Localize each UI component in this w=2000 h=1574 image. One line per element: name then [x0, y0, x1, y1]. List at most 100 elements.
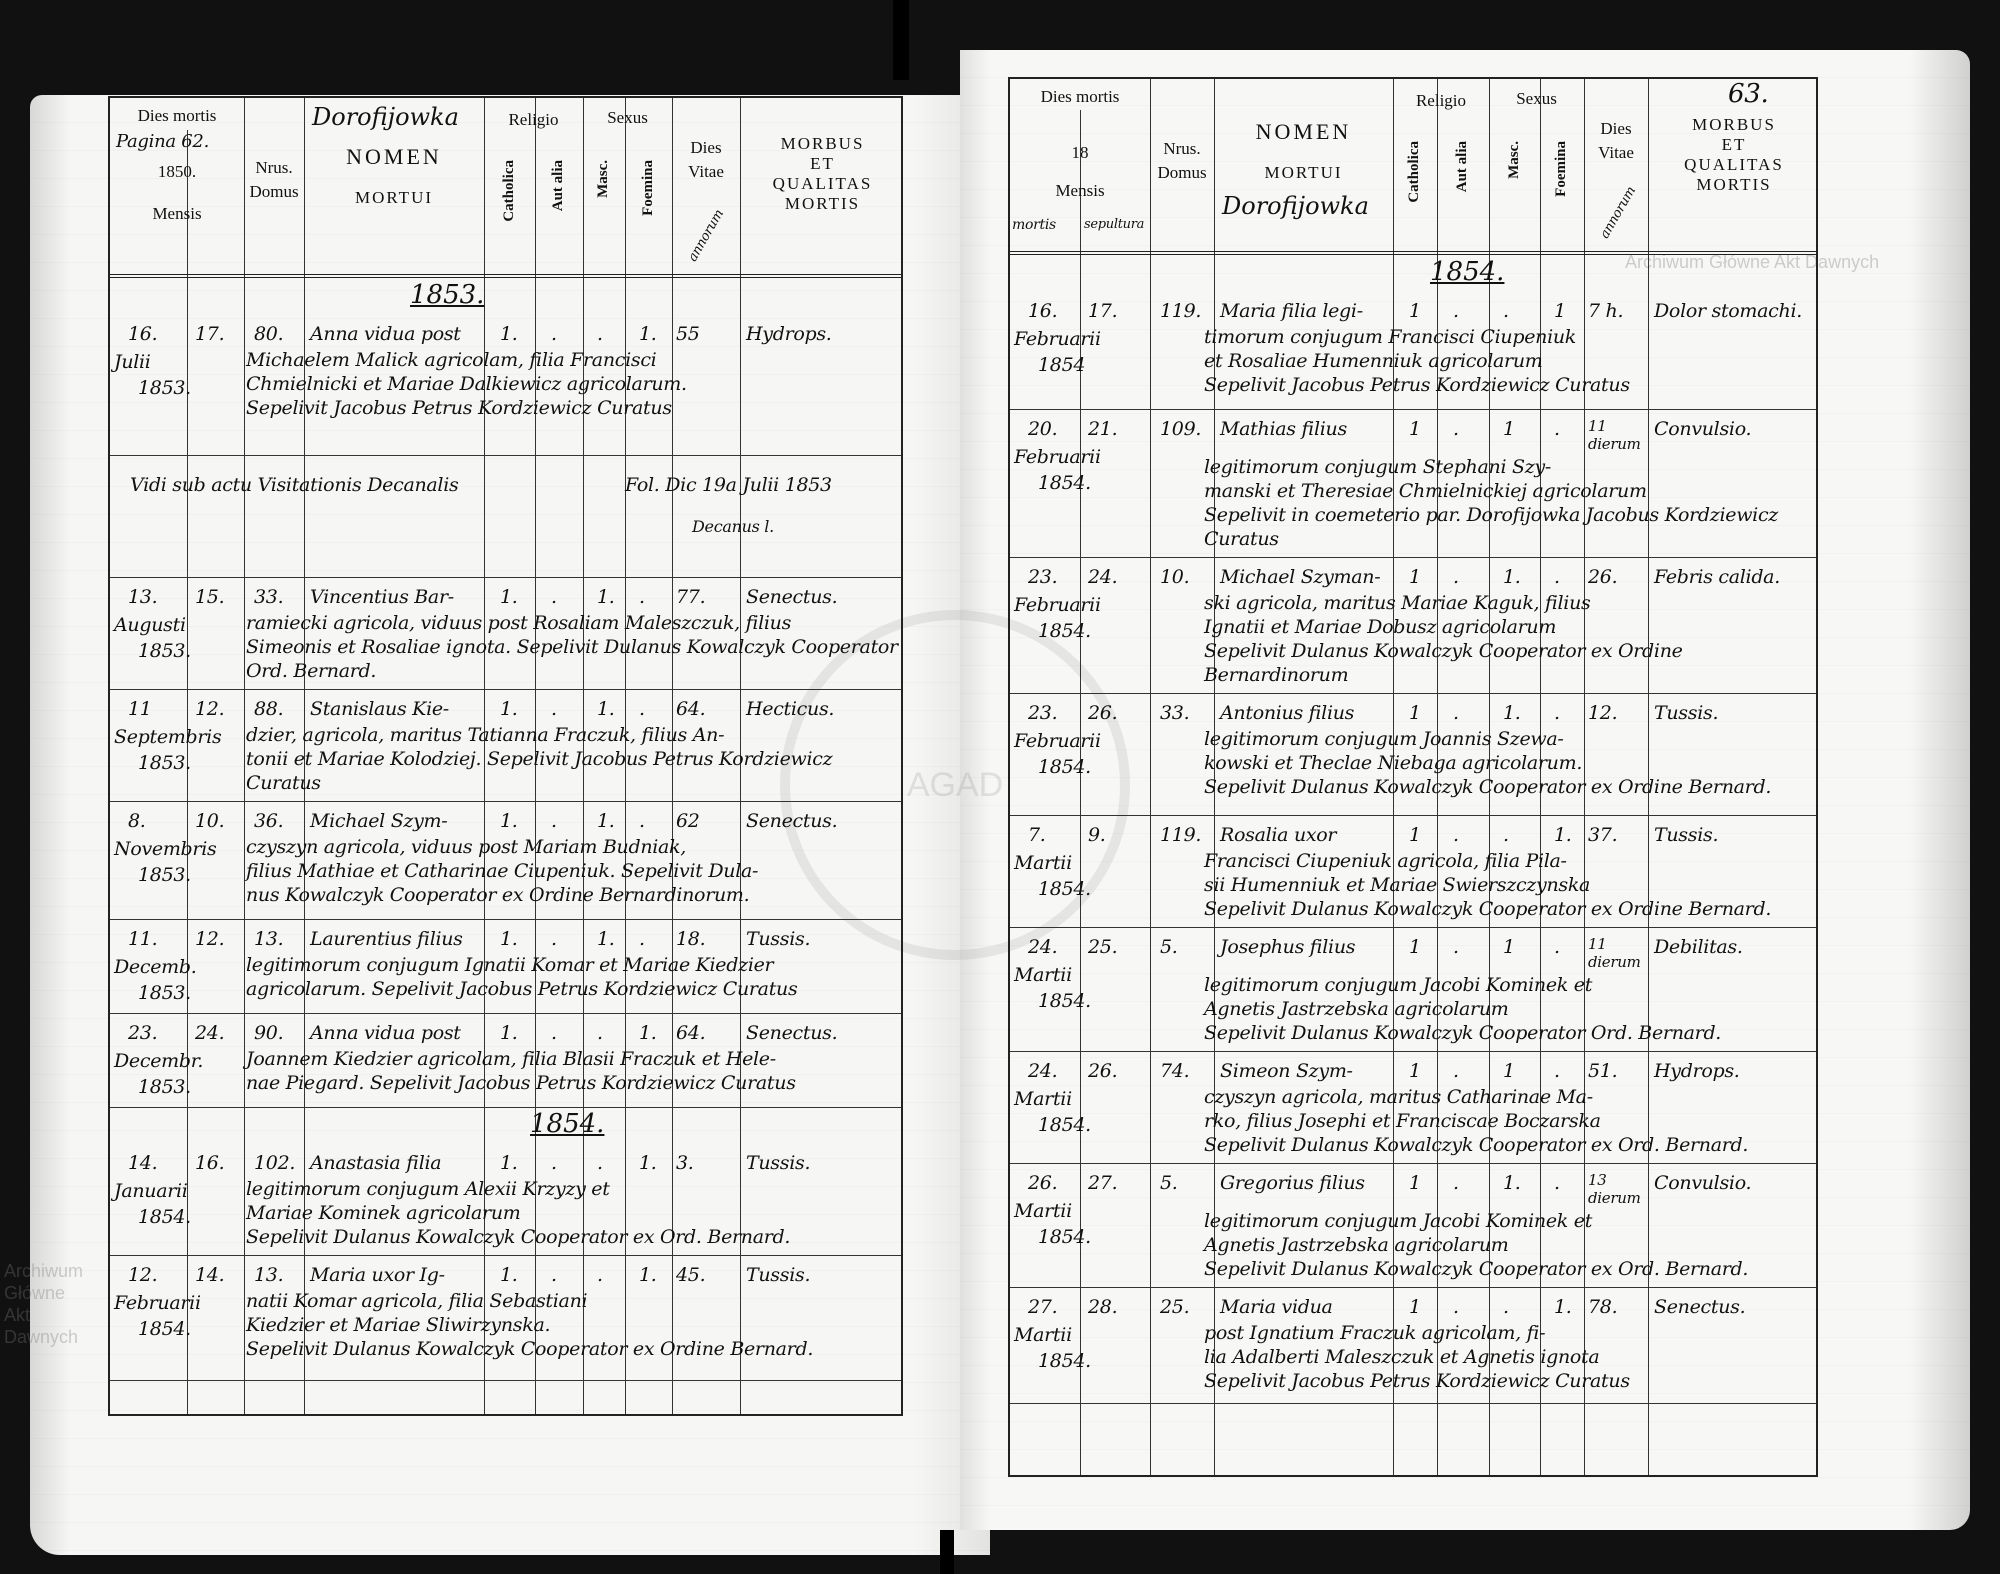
death-day: 8. — [128, 810, 146, 832]
column-divider — [535, 98, 536, 1414]
register-entry: 20. 21. Februarii 1854. 109. Mathias filius 1.… — [1010, 409, 1816, 558]
entry-text-line: dzier, agricola, maritus Tatianna Fraczu… — [246, 724, 725, 746]
entry-text-line: et Rosaliae Humenniuk agricolarum — [1204, 350, 1543, 372]
entry-text-line: Francisci Ciupeniuk agricola, filia Pila… — [1204, 850, 1567, 872]
dies-vitae-value: 62 — [676, 810, 700, 832]
house-number: 119. — [1160, 300, 1202, 322]
entry-text-line: Josephus filius — [1220, 936, 1356, 958]
dies-vitae-value: 55 — [676, 323, 700, 345]
entry-text-line: Sepelivit Dulanus Kowalczyk Cooperator e… — [1204, 898, 1772, 920]
entry-text-line: Joannem Kiedzier agricolam, filia Blasii… — [246, 1048, 776, 1070]
entry-text-block: post Ignatium Fraczuk agricolam, fi-lia … — [1204, 1321, 1814, 1393]
death-year: 1854. — [1038, 878, 1091, 900]
death-day: 13. — [128, 586, 158, 608]
register-entry: 23. 26. Februarii 1854. 33. Antonius filius 1.… — [1010, 693, 1816, 816]
right-register-table: Dies mortis 18 Mensis mortis sepultura 63. Nru… — [1008, 77, 1818, 1477]
entry-text-line: Sepelivit Jacobus Petrus Kordziewicz Cur… — [1204, 374, 1630, 396]
entry-text-line: Michaelem Malick agricolam, filia Franci… — [246, 349, 657, 371]
morbus-value: Tussis. — [1654, 824, 1719, 846]
masc-mark: 1. — [1503, 1172, 1521, 1194]
masc-mark: 1. — [597, 586, 615, 608]
dies-vitae-value: 64. — [676, 698, 706, 720]
foemina-mark: 1. — [1554, 824, 1572, 846]
entry-text-line: filius Mathiae et Catharinae Ciupeniuk. … — [246, 860, 759, 882]
dies-vitae-label: Dies — [690, 138, 722, 157]
column-divider — [304, 98, 305, 1414]
catholica-mark: 1. — [500, 323, 518, 345]
masc-mark: 1 — [1503, 418, 1515, 440]
death-year: 1854. — [1038, 1226, 1091, 1248]
death-year: 1854. — [138, 1318, 191, 1340]
catholica-mark: 1. — [500, 1264, 518, 1286]
house-number: 88. — [254, 698, 284, 720]
religio-label: Religio — [508, 110, 559, 129]
mortui-label: MORTUI — [1264, 163, 1343, 182]
house-number: 36. — [254, 810, 284, 832]
entry-text-line: natii Komar agricola, filia Sebastiani — [246, 1290, 588, 1312]
death-year: 1853. — [138, 377, 191, 399]
burial-day: 16. — [195, 1152, 225, 1174]
death-day: 23. — [1028, 566, 1058, 588]
morbus-value: Hecticus. — [746, 698, 835, 720]
morbus-value: Senectus. — [1654, 1296, 1746, 1318]
entry-text-line: Rosalia uxor — [1220, 824, 1337, 846]
mortis-label: MORTIS — [784, 194, 861, 213]
aut-alia-label: Aut alia — [550, 160, 566, 212]
foemina-mark: . — [1554, 1172, 1560, 1194]
catholica-mark: 1. — [500, 586, 518, 608]
death-year: 1854. — [1038, 1350, 1091, 1372]
death-month: Martii — [1014, 1200, 1072, 1222]
register-entry: 14. 16. Januarii 1854. 102. Anastasia filia 1.… — [110, 1143, 901, 1256]
domus-label: Domus — [249, 182, 299, 201]
catholica-mark: 1 — [1409, 1296, 1421, 1318]
entry-text-line: Sepelivit Jacobus Petrus Kordziewicz Cur… — [246, 397, 672, 419]
foemina-mark: . — [1554, 936, 1560, 958]
qualitas-label: QUALITAS — [1684, 155, 1784, 174]
foemina-mark: . — [1554, 1060, 1560, 1082]
entry-text-block: Francisci Ciupeniuk agricola, filia Pila… — [1204, 849, 1814, 921]
entry-text-block: czyszyn agricola, viduus post Mariam Bud… — [246, 835, 899, 907]
entry-text-line: Mariae Kominek agricolarum — [246, 1202, 521, 1224]
dies-vitae-value: 37. — [1588, 824, 1618, 846]
entry-text-line: Sepelivit Jacobus Petrus Kordziewicz Cur… — [1204, 1370, 1630, 1392]
burial-day: 14. — [195, 1264, 225, 1286]
aut-alia-mark: . — [1453, 1296, 1459, 1318]
catholica-mark: 1 — [1409, 702, 1421, 724]
death-month: Novembris — [114, 838, 217, 860]
aut-alia-mark: . — [551, 810, 557, 832]
morbus-value: Tussis. — [746, 928, 811, 950]
register-entry: 27. 28. Martii 1854. 25. Maria vidua 1.. 1. 78. S… — [1010, 1287, 1816, 1404]
entry-text-block: Joannem Kiedzier agricolam, filia Blasii… — [246, 1047, 899, 1095]
register-entry: 11. 12. Decemb. 1853. 13. Laurentius filius 1.… — [110, 919, 901, 1014]
death-year: 1853. — [138, 640, 191, 662]
entry-text-line: manski et Theresiae Chmielnickiej agrico… — [1204, 480, 1647, 502]
left-register-table: Dies mortis Pagina 62. 1850. Mensis Nrus. Dom… — [108, 96, 903, 1416]
death-year: 1854 — [1038, 354, 1086, 376]
dies-vitae-value: 7 h. — [1588, 300, 1624, 322]
entry-text-line: rko, filius Josephi et Franciscae Boczar… — [1204, 1110, 1601, 1132]
catholica-label: Catholica — [500, 160, 517, 222]
morbus-value: Febris calida. — [1654, 566, 1780, 588]
column-divider — [1393, 79, 1394, 1475]
burial-day: 21. — [1088, 418, 1118, 440]
column-divider — [1540, 79, 1541, 1475]
morbus-value: Dolor stomachi. — [1654, 300, 1802, 322]
dies-vitae-value: 18. — [676, 928, 706, 950]
death-day: 23. — [128, 1022, 158, 1044]
entry-text-line: lia Adalberti Maleszczuk et Agnetis igno… — [1204, 1346, 1600, 1368]
death-month: Januarii — [114, 1180, 188, 1202]
entry-text-block: dzier, agricola, maritus Tatianna Fraczu… — [246, 723, 899, 795]
aut-alia-mark: . — [1453, 1172, 1459, 1194]
column-divider — [583, 98, 584, 1414]
catholica-mark: 1 — [1409, 936, 1421, 958]
entry-text-line: Mathias filius — [1220, 418, 1347, 440]
house-number: 74. — [1160, 1060, 1190, 1082]
aut-alia-mark: . — [1453, 300, 1459, 322]
entry-text-line: legitimorum conjugum Alexii Krzyzy et — [246, 1178, 610, 1200]
mortui-label: MORTUI — [354, 188, 434, 207]
foemina-mark: . — [1554, 566, 1560, 588]
dies-vitae-value: 11 dierum — [1588, 935, 1641, 971]
entry-text-line: Sepelivit Dulanus Kowalczyk Cooperator O… — [1204, 1022, 1722, 1044]
entry-text-block: legitimorum conjugum Alexii Krzyzy et Mar… — [246, 1177, 899, 1249]
book-spine-top — [893, 0, 909, 80]
